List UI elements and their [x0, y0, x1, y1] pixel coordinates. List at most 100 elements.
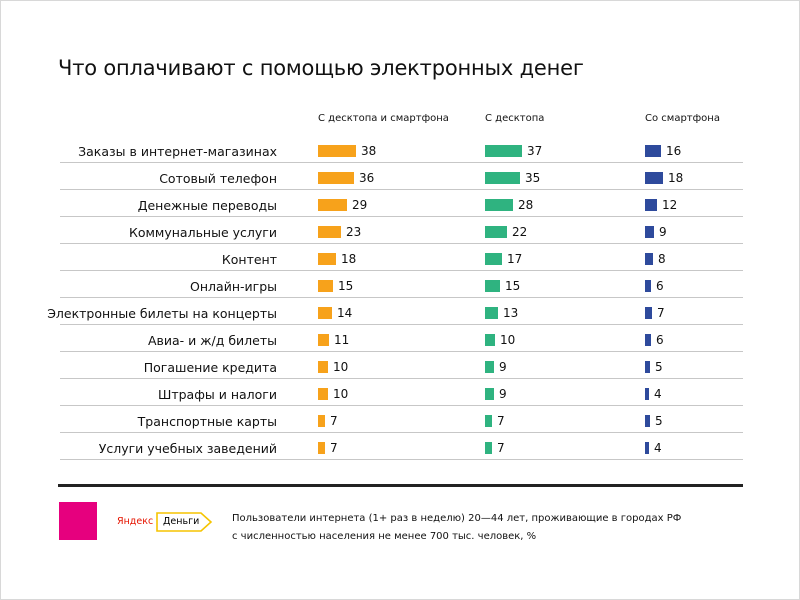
- value-label-desktop-and-smartphone: 11: [334, 333, 350, 347]
- value-label-desktop: 13: [503, 306, 519, 320]
- value-label-smartphone: 18: [668, 171, 684, 185]
- value-label-smartphone: 8: [658, 252, 666, 266]
- bar-smartphone: [645, 145, 661, 157]
- value-label-desktop: 9: [499, 387, 507, 401]
- row-separator: [60, 378, 743, 379]
- bar-desktop-and-smartphone: [318, 280, 333, 292]
- category-label: Транспортные карты: [137, 414, 277, 429]
- value-label-desktop-and-smartphone: 10: [333, 387, 349, 401]
- value-label-desktop: 28: [518, 198, 534, 212]
- bar-desktop: [485, 334, 495, 346]
- value-label-desktop-and-smartphone: 36: [359, 171, 375, 185]
- value-label-desktop-and-smartphone: 15: [338, 279, 354, 293]
- bar-desktop-and-smartphone: [318, 388, 328, 400]
- row-separator: [60, 351, 743, 352]
- row-separator: [60, 216, 743, 217]
- yandex-logo-text: Яндекс: [117, 516, 154, 527]
- category-label: Коммунальные услуги: [128, 225, 277, 240]
- bar-desktop-and-smartphone: [318, 253, 336, 265]
- tns-logo-text: TNS: [124, 522, 149, 535]
- bar-desktop-and-smartphone: [318, 199, 347, 211]
- row-separator: [60, 432, 743, 433]
- bar-desktop: [485, 415, 492, 427]
- category-label: Сотовый телефон: [159, 171, 277, 186]
- value-label-desktop-and-smartphone: 23: [346, 225, 362, 239]
- value-label-desktop-and-smartphone: 7: [330, 414, 338, 428]
- bar-desktop: [485, 361, 494, 373]
- category-label: Погашение кредита: [143, 360, 277, 375]
- value-label-desktop: 10: [500, 333, 516, 347]
- bar-desktop: [485, 253, 502, 265]
- bar-desktop: [485, 388, 494, 400]
- bar-desktop-and-smartphone: [318, 442, 325, 454]
- bar-smartphone: [645, 415, 650, 427]
- bar-desktop-and-smartphone: [318, 361, 328, 373]
- bar-desktop: [485, 280, 500, 292]
- bar-desktop: [485, 442, 492, 454]
- value-label-desktop-and-smartphone: 38: [361, 144, 377, 158]
- bar-desktop-and-smartphone: [318, 172, 354, 184]
- bar-desktop-and-smartphone: [318, 226, 341, 238]
- category-label: Авиа- и ж/д билеты: [147, 333, 277, 348]
- value-label-desktop-and-smartphone: 10: [333, 360, 349, 374]
- bar-smartphone: [645, 334, 651, 346]
- bar-smartphone: [645, 388, 649, 400]
- value-label-desktop: 7: [497, 414, 505, 428]
- row-separator: [60, 270, 743, 271]
- value-label-desktop: 22: [512, 225, 528, 239]
- bar-smartphone: [645, 307, 652, 319]
- row-separator: [60, 324, 743, 325]
- value-label-desktop: 7: [497, 441, 505, 455]
- value-label-desktop: 15: [505, 279, 521, 293]
- value-label-smartphone: 5: [655, 414, 663, 428]
- value-label-smartphone: 9: [659, 225, 667, 239]
- value-label-desktop-and-smartphone: 14: [337, 306, 353, 320]
- value-label-desktop: 35: [525, 171, 541, 185]
- value-label-smartphone: 4: [654, 441, 662, 455]
- yandex-money-logo: Яндекс Деньги: [117, 512, 213, 532]
- dengi-tag-shape: [156, 512, 213, 532]
- category-label: Контент: [221, 252, 277, 267]
- row-separator: [60, 459, 743, 460]
- tns-logo: TNS: [59, 502, 149, 540]
- category-label: Заказы в интернет-магазинах: [78, 144, 277, 159]
- chart-title: Что оплачивают с помощью электронных ден…: [58, 56, 584, 80]
- row-separator: [60, 243, 743, 244]
- value-label-desktop-and-smartphone: 7: [330, 441, 338, 455]
- bar-smartphone: [645, 361, 650, 373]
- row-separator: [60, 189, 743, 190]
- category-label: Штрафы и налоги: [157, 387, 277, 402]
- bar-desktop: [485, 226, 507, 238]
- bar-smartphone: [645, 253, 653, 265]
- bar-smartphone: [645, 199, 657, 211]
- category-label: Онлайн-игры: [190, 279, 277, 294]
- bar-desktop: [485, 199, 513, 211]
- column-header-desktop: С десктопа: [485, 113, 545, 124]
- footnote-line-1: Пользователи интернета (1+ раз в неделю)…: [232, 513, 682, 524]
- bar-desktop-and-smartphone: [318, 415, 325, 427]
- value-label-desktop-and-smartphone: 18: [341, 252, 357, 266]
- bar-desktop-and-smartphone: [318, 307, 332, 319]
- bar-smartphone: [645, 280, 651, 292]
- value-label-smartphone: 6: [656, 333, 664, 347]
- dengi-logo-text: Деньги: [163, 516, 200, 527]
- value-label-smartphone: 16: [666, 144, 682, 158]
- value-label-smartphone: 5: [655, 360, 663, 374]
- category-label: Денежные переводы: [137, 198, 277, 213]
- footnote: Пользователи интернета (1+ раз в неделю)…: [232, 510, 732, 546]
- bar-desktop: [485, 145, 522, 157]
- bar-smartphone: [645, 172, 663, 184]
- category-label: Услуги учебных заведений: [98, 441, 277, 456]
- row-separator: [60, 297, 743, 298]
- bar-desktop: [485, 172, 520, 184]
- bar-desktop-and-smartphone: [318, 334, 329, 346]
- value-label-smartphone: 4: [654, 387, 662, 401]
- column-header-desktop-and-smartphone: С десктопа и смартфона: [318, 113, 449, 124]
- value-label-desktop: 17: [507, 252, 523, 266]
- row-separator: [60, 405, 743, 406]
- row-separator: [60, 162, 743, 163]
- value-label-smartphone: 6: [656, 279, 664, 293]
- bar-smartphone: [645, 442, 649, 454]
- footer-divider: [58, 484, 743, 487]
- category-label: Электронные билеты на концерты: [47, 306, 277, 321]
